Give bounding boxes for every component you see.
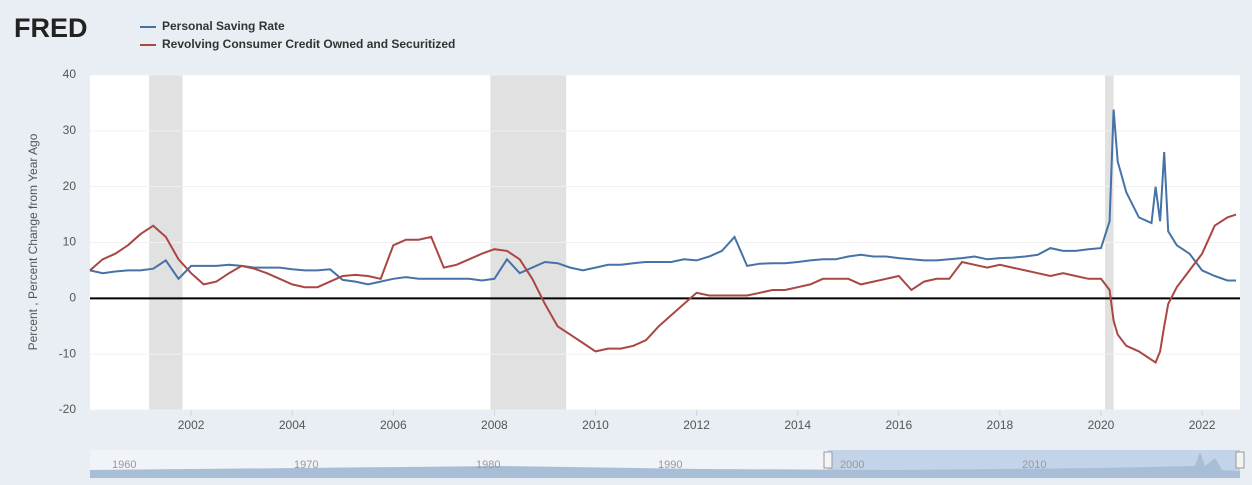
- x-tick-label: 2014: [784, 418, 811, 432]
- navigator-label: 1990: [658, 459, 682, 471]
- x-tick-label: 2012: [683, 418, 710, 432]
- y-tick-label: -10: [59, 346, 77, 360]
- navigator-label: 2000: [840, 459, 864, 471]
- y-tick-label: 20: [63, 179, 77, 193]
- navigator-label: 1980: [476, 459, 500, 471]
- x-tick-label: 2018: [987, 418, 1014, 432]
- x-tick-label: 2010: [582, 418, 609, 432]
- navigator-handle[interactable]: [823, 451, 833, 469]
- navigator-label: 1970: [294, 459, 318, 471]
- logo: FRED: [14, 13, 88, 43]
- y-tick-label: 0: [69, 291, 76, 305]
- series-line: [89, 109, 1236, 286]
- x-tick-label: 2006: [380, 418, 407, 432]
- x-tick-label: 2008: [481, 418, 508, 432]
- x-tick-label: 2002: [178, 418, 205, 432]
- x-tick-label: 2020: [1088, 418, 1115, 432]
- y-tick-label: 10: [63, 235, 77, 249]
- series-line: [89, 213, 1237, 365]
- x-tick-label: 2016: [885, 418, 912, 432]
- y-tick-label: 40: [63, 67, 77, 81]
- y-tick-label: 30: [63, 123, 77, 137]
- legend-label: Revolving Consumer Credit Owned and Secu…: [162, 37, 455, 51]
- navigator-area: [90, 452, 1240, 478]
- navigator-label: 2010: [1022, 459, 1046, 471]
- x-tick-label: 2004: [279, 418, 306, 432]
- legend-label: Personal Saving Rate: [162, 19, 285, 33]
- y-tick-label: -20: [59, 402, 77, 416]
- x-tick-label: 2022: [1189, 418, 1216, 432]
- navigator-label: 1960: [112, 459, 136, 471]
- navigator-handle[interactable]: [1235, 451, 1245, 469]
- y-axis-label: Percent , Percent Change from Year Ago: [26, 133, 40, 350]
